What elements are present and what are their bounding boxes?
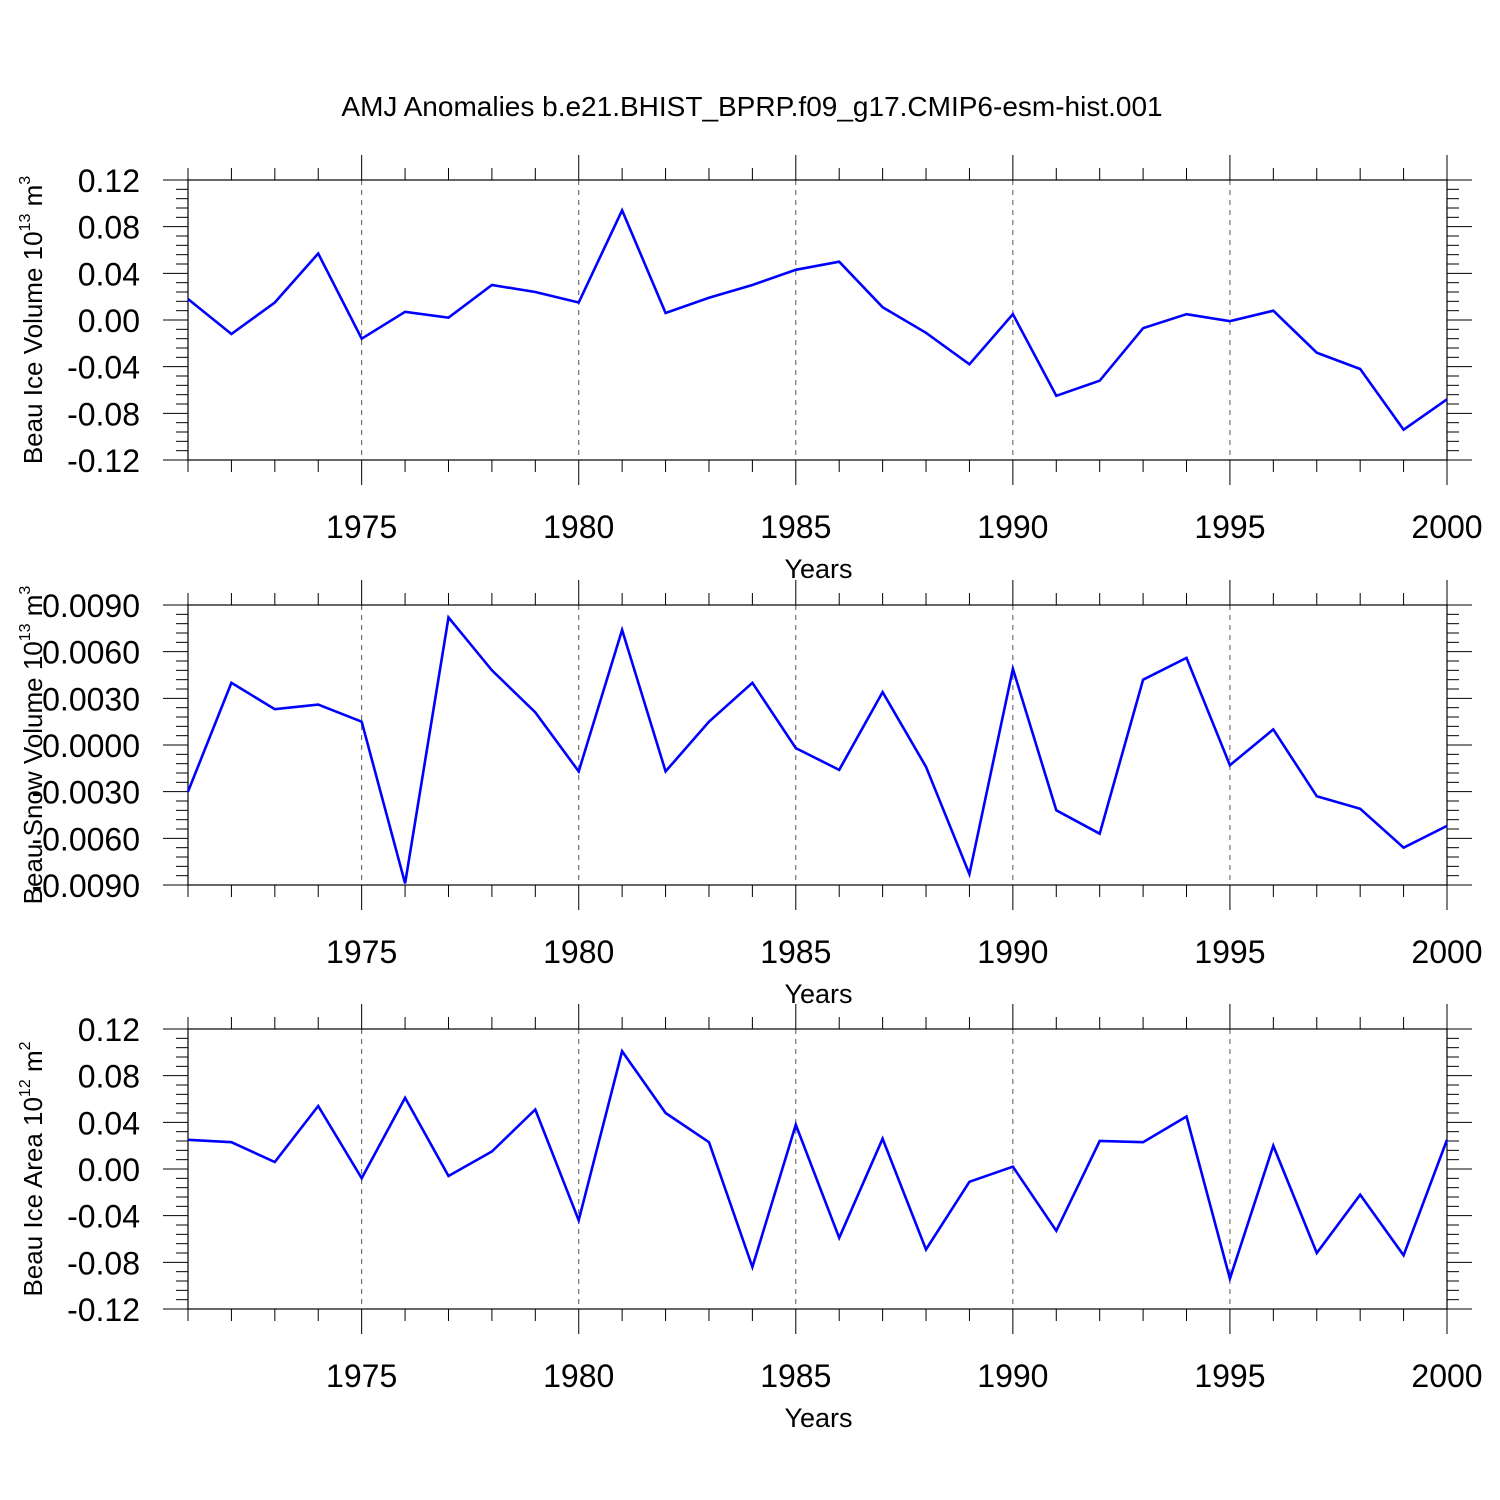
y-tick-label: -0.0060 bbox=[31, 821, 140, 857]
x-axis-title: Years bbox=[784, 979, 852, 1009]
y-tick-label: 0.0030 bbox=[42, 681, 140, 717]
plot-frame bbox=[187, 179, 1448, 461]
panel-3: -0.12 -0.08 -0.04 0.00 0.04 0.08 0.12 1975 1980 1… bbox=[17, 1004, 1483, 1433]
x-tick-label: 2000 bbox=[1411, 934, 1482, 970]
y-axis-title: Beau Ice Area 1012 m2 bbox=[17, 1041, 48, 1296]
y-tick-label: -0.04 bbox=[67, 1199, 140, 1235]
y-axis-title-unit-exponent: 3 bbox=[17, 586, 34, 595]
x-axis-title: Years bbox=[784, 554, 852, 584]
y-tick-label: 0.12 bbox=[78, 1012, 140, 1048]
y-tick-label: 0.04 bbox=[78, 1105, 140, 1141]
y-axis-title-unit: m bbox=[18, 1050, 48, 1079]
y-axis-title: Beau Snow Volume 1013 m3 bbox=[17, 586, 48, 905]
data-series-line bbox=[186, 614, 1448, 884]
x-tick-label: 1980 bbox=[543, 1358, 614, 1394]
x-axis-title: Years bbox=[784, 1403, 852, 1433]
panel-2: -0.0090 -0.0060 -0.0030 0.0000 0.0030 0.0060 0… bbox=[17, 580, 1483, 1009]
x-tick-label: 1985 bbox=[760, 934, 831, 970]
x-tick-label: 1995 bbox=[1194, 1358, 1265, 1394]
y-axis-title-exponent: 13 bbox=[17, 214, 34, 232]
y-tick-label: -0.12 bbox=[67, 443, 140, 479]
x-tick-label: 1990 bbox=[977, 934, 1048, 970]
x-tick-label: 1990 bbox=[977, 1358, 1048, 1394]
x-tick-label: 1980 bbox=[543, 934, 614, 970]
y-axis-title-unit: m bbox=[18, 595, 48, 624]
x-tick-label: 1975 bbox=[326, 934, 397, 970]
y-tick-label: -0.12 bbox=[67, 1292, 140, 1328]
x-tick-label: 1995 bbox=[1194, 509, 1265, 545]
y-tick-label: -0.08 bbox=[67, 1245, 140, 1281]
x-tick-label: 2000 bbox=[1411, 1358, 1482, 1394]
data-series-line bbox=[187, 1048, 1449, 1284]
x-tick-label: 1995 bbox=[1194, 934, 1265, 970]
y-tick-label: -0.04 bbox=[67, 350, 140, 386]
y-tick-label: 0.04 bbox=[78, 256, 140, 292]
x-tick-label: 1985 bbox=[760, 1358, 831, 1394]
y-axis-title-exponent: 12 bbox=[17, 1079, 34, 1097]
x-tick-label: 1975 bbox=[326, 509, 397, 545]
y-tick-label: 0.0000 bbox=[42, 728, 140, 764]
y-tick-label: 0.08 bbox=[78, 1059, 140, 1095]
y-axis-title-base: Beau Ice Volume 10 bbox=[18, 231, 48, 464]
x-tick-label: 1975 bbox=[326, 1358, 397, 1394]
y-tick-label: -0.0030 bbox=[31, 775, 140, 811]
y-tick-label: 0.08 bbox=[78, 210, 140, 246]
x-tick-label: 2000 bbox=[1411, 509, 1482, 545]
y-tick-label: -0.0090 bbox=[31, 868, 140, 904]
x-tick-label: 1980 bbox=[543, 509, 614, 545]
y-tick-label: 0.12 bbox=[78, 163, 140, 199]
panel-1: -0.12 -0.08 -0.04 0.00 0.04 0.08 0.12 1975 1980 1… bbox=[17, 155, 1483, 584]
panels: -0.12 -0.08 -0.04 0.00 0.04 0.08 0.12 1975 1980 1… bbox=[17, 155, 1483, 1433]
y-axis-title-exponent: 13 bbox=[17, 623, 34, 641]
y-tick-label: 0.0090 bbox=[42, 588, 140, 624]
y-tick-label: 0.00 bbox=[78, 1152, 140, 1188]
x-tick-label: 1985 bbox=[760, 509, 831, 545]
y-axis-title-unit-exponent: 3 bbox=[17, 176, 34, 185]
y-axis-title-unit: m bbox=[18, 185, 48, 214]
y-tick-label: -0.08 bbox=[67, 396, 140, 432]
y-axis-title-base: Beau Snow Volume 10 bbox=[18, 641, 48, 904]
y-axis-title-unit-exponent: 2 bbox=[17, 1041, 34, 1050]
plot-frame bbox=[187, 604, 1448, 886]
data-series-line bbox=[187, 207, 1448, 432]
chart-title: AMJ Anomalies b.e21.BHIST_BPRP.f09_g17.C… bbox=[341, 91, 1162, 122]
y-axis-title: Beau Ice Volume 1013 m3 bbox=[17, 176, 48, 464]
y-tick-label: 0.00 bbox=[78, 303, 140, 339]
y-axis-title-base: Beau Ice Area 10 bbox=[18, 1097, 48, 1296]
y-tick-label: 0.0060 bbox=[42, 635, 140, 671]
plot-frame bbox=[187, 1028, 1448, 1310]
x-tick-label: 1990 bbox=[977, 509, 1048, 545]
